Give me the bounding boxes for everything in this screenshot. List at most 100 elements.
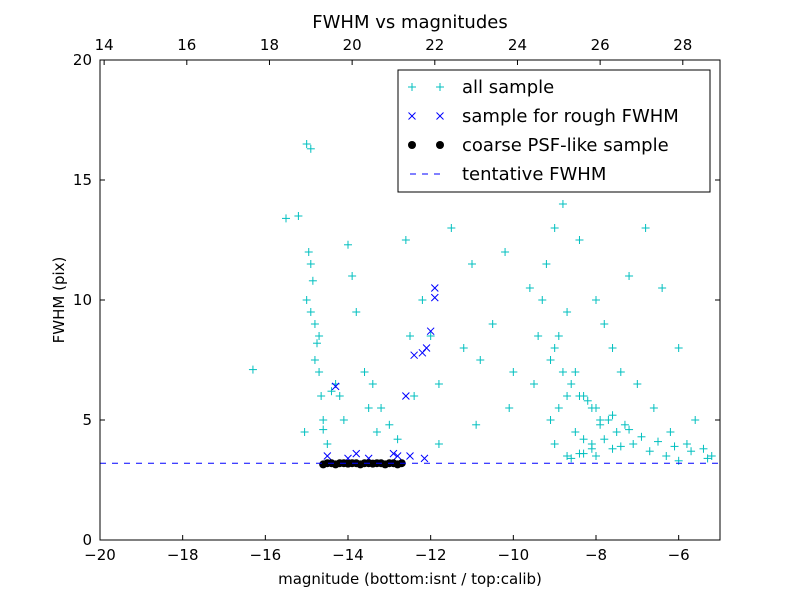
series-0-point-69	[372, 428, 381, 436]
series-0-point-74	[530, 380, 538, 388]
series-0-point-17	[327, 387, 336, 396]
series-0-point-72	[472, 420, 481, 429]
series-0-point-2	[294, 212, 303, 220]
series-1-point-4-b	[393, 452, 402, 460]
top-tick-label-2: 18	[260, 36, 279, 54]
series-0-point-84	[645, 447, 654, 456]
series-0-point-36	[468, 260, 476, 268]
top-tick-label-1: 16	[177, 36, 196, 54]
series-1-point-6	[410, 351, 418, 360]
series-0-point-28	[393, 435, 402, 444]
series-0-point-116	[592, 452, 600, 460]
x-tick-label-3: −14	[332, 546, 364, 564]
series-0-point-23	[352, 308, 361, 316]
series-1-point-10-b	[430, 293, 439, 302]
series-0-point-39	[501, 248, 510, 256]
legend-box	[397, 69, 711, 193]
series-0-point-4	[306, 144, 315, 153]
top-tick-label-4: 22	[425, 36, 444, 54]
legend-marker-a-2-disc	[408, 141, 416, 149]
series-0-point-73	[505, 404, 514, 412]
series-0-point-55	[633, 380, 642, 388]
y-tick-label-3: 15	[73, 171, 92, 189]
series-1-point-12-b	[406, 452, 414, 460]
series-0-point-83	[629, 440, 638, 448]
series-2	[319, 459, 406, 469]
series-0-point-56	[641, 224, 650, 232]
series-0-point-7	[315, 368, 324, 376]
series-0-point-43	[534, 332, 543, 340]
series-0-point-82	[612, 428, 621, 436]
series-0-point-70	[406, 332, 414, 340]
series-0-point-37	[476, 356, 485, 364]
series-0-point-93	[604, 416, 613, 424]
series-1-point-15	[430, 284, 439, 292]
series-0	[248, 92, 716, 465]
x-tick-label-5: −10	[498, 546, 530, 564]
series-0-point-114	[567, 454, 576, 463]
series-0-point-112	[600, 435, 609, 444]
series-0-point-67	[306, 308, 315, 316]
legend-label-1: sample for rough FWHM	[462, 106, 679, 127]
series-0-point-86	[538, 296, 547, 304]
series-1-point-6-b	[410, 351, 418, 360]
series-1-point-9	[426, 327, 435, 336]
series-0-point-33	[434, 440, 443, 448]
series-1-point-0	[331, 382, 340, 391]
series-0-point-107	[687, 447, 696, 456]
x-tick-label-0: −20	[84, 546, 116, 564]
series-1-point-1-b	[323, 452, 332, 460]
series-0-point-11	[308, 276, 317, 285]
series-1-point-14	[420, 454, 429, 463]
series-0-point-40	[509, 368, 518, 376]
legend-marker-b-2	[436, 141, 444, 149]
series-0-point-68	[364, 404, 373, 412]
series-1-point-5-b	[402, 392, 410, 400]
series-0-point-104	[637, 432, 646, 441]
series-0-point-66	[300, 428, 309, 436]
series-0-point-46	[558, 200, 567, 208]
series-1-point-8-b	[422, 344, 431, 352]
series-1-point-15-b	[430, 284, 439, 292]
series-1-point-13-b	[352, 449, 361, 458]
series-0-point-99	[579, 435, 588, 444]
x-axis-label: magnitude (bottom:isnt / top:calib)	[278, 570, 542, 588]
series-0-point-19	[335, 392, 344, 400]
series-0-point-24	[360, 368, 369, 376]
series-1-point-14-b	[420, 454, 429, 463]
legend-label-3: tentative FWHM	[462, 164, 606, 185]
y-tick-label-2: 10	[73, 291, 92, 309]
legend-marker-b-1-b	[436, 112, 444, 120]
y-axis-label: FWHM (pix)	[50, 257, 68, 344]
series-0-point-77	[563, 308, 572, 316]
legend-marker-a-2	[408, 141, 416, 149]
series-0-point-102	[608, 411, 617, 420]
series-0-point-51	[600, 320, 609, 328]
series-0-point-34	[447, 224, 456, 232]
series-0-point-44	[542, 260, 551, 268]
legend-entry-1: sample for rough FWHM	[408, 106, 679, 127]
top-tick-label-3: 20	[343, 36, 362, 54]
series-0-point-26	[377, 404, 386, 412]
series-1-point-8	[422, 344, 431, 352]
series-1-point-12	[406, 452, 414, 460]
legend-marker-b-0	[436, 83, 444, 91]
series-0-point-75	[546, 356, 555, 364]
series-0-point-20	[339, 416, 348, 424]
legend-entry-3: tentative FWHM	[410, 164, 606, 185]
series-0-point-88	[558, 368, 567, 376]
series-0-point-30	[410, 392, 419, 400]
series-0-point-50	[592, 296, 600, 304]
chart-title: FWHM vs magnitudes	[312, 12, 507, 33]
series-0-point-59	[666, 428, 675, 436]
series-1-point-13	[352, 449, 361, 458]
series-0-point-8	[317, 392, 326, 400]
series-0-point-103	[625, 425, 634, 434]
x-tick-label-7: −6	[668, 546, 690, 564]
series-0-point-117	[608, 444, 617, 453]
series-0-point-91	[583, 396, 592, 405]
series-0-point-108	[550, 440, 559, 448]
series-0-point-1	[282, 214, 290, 223]
series-0-point-14	[310, 356, 319, 364]
